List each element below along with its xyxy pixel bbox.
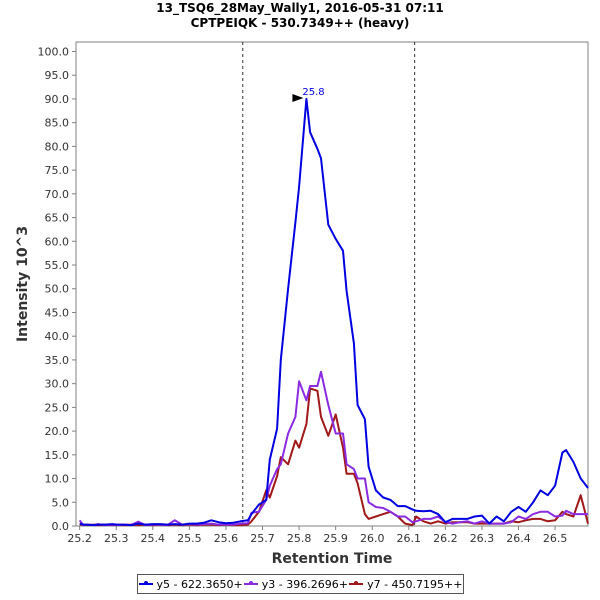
x-tick-label-12: 26.4 (506, 532, 531, 545)
y-tick-label-16: 80.0 (45, 140, 70, 153)
legend: y5 - 622.3650+ y3 - 396.2696+ y7 - 450.7… (137, 574, 464, 594)
x-tick-label-5: 25.7 (250, 532, 275, 545)
y-tick-label-13: 65.0 (45, 212, 70, 225)
y-tick-label-20: 100.0 (38, 45, 70, 58)
y-tick-label-6: 30.0 (45, 378, 70, 391)
x-tick-label-13: 26.5 (543, 532, 568, 545)
x-axis-label: Retention Time (272, 551, 393, 567)
y-tick-label-17: 85.0 (45, 117, 70, 130)
series-line-0 (79, 97, 589, 527)
y-tick-label-1: 5.0 (52, 496, 70, 509)
y-tick-label-11: 55.0 (45, 259, 70, 272)
y-tick-label-19: 95.0 (45, 69, 70, 82)
peak-marker-icon (292, 93, 304, 102)
legend-label-y5: y5 - 622.3650+ (156, 577, 243, 591)
y-tick-label-0: 0.0 (52, 520, 70, 533)
y-tick-label-15: 75.0 (45, 164, 70, 177)
x-tick-label-4: 25.6 (214, 532, 239, 545)
y-tick-label-9: 45.0 (45, 306, 70, 319)
y-tick-label-4: 20.0 (45, 425, 70, 438)
legend-label-y3: y3 - 396.2696+ (261, 577, 348, 591)
y-tick-label-5: 25.0 (45, 401, 70, 414)
peak-label: 25.8 (302, 87, 324, 98)
y-tick-label-2: 10.0 (45, 473, 70, 486)
chart-title: 13_TSQ6_28May_Wally1, 2016-05-31 07:11 (156, 1, 444, 15)
x-tick-label-10: 26.2 (433, 532, 458, 545)
legend-swatch-y7 (349, 581, 364, 585)
y-tick-label-14: 70.0 (45, 188, 70, 201)
y-tick-label-18: 90.0 (45, 93, 70, 106)
legend-swatch-y5 (138, 581, 153, 585)
x-tick-label-2: 25.4 (141, 532, 166, 545)
x-tick-label-1: 25.3 (104, 532, 129, 545)
y-tick-label-8: 40.0 (45, 330, 70, 343)
x-tick-label-6: 25.8 (287, 532, 312, 545)
legend-item-y3[interactable]: y3 - 396.2696+ (243, 577, 348, 591)
x-tick-label-0: 25.2 (67, 532, 92, 545)
x-tick-label-3: 25.5 (177, 532, 202, 545)
x-tick-label-7: 25.9 (323, 532, 348, 545)
legend-item-y7[interactable]: y7 - 450.7195++ (349, 578, 462, 591)
y-tick-label-7: 35.0 (45, 354, 70, 367)
chart-subtitle: CPTPEIQK - 530.7349++ (heavy) (190, 16, 410, 30)
plot-frame (75, 41, 589, 527)
y-axis-label: Intensity 10^3 (15, 226, 31, 342)
legend-label-y7: y7 - 450.7195++ (367, 577, 463, 591)
legend-swatch-y3 (243, 581, 258, 585)
y-tick-label-12: 60.0 (45, 235, 70, 248)
legend-item-y5[interactable]: y5 - 622.3650+ (138, 577, 243, 591)
x-tick-label-9: 26.1 (397, 532, 422, 545)
y-tick-label-10: 50.0 (45, 283, 70, 296)
x-tick-label-11: 26.3 (470, 532, 495, 545)
y-tick-label-3: 15.0 (45, 449, 70, 462)
x-tick-label-8: 26.0 (360, 532, 385, 545)
